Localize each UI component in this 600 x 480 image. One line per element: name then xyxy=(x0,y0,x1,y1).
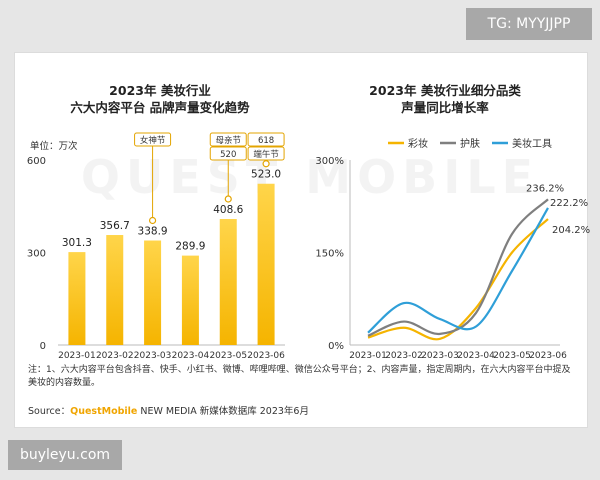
bar-x-tick-label: 2023-04 xyxy=(172,351,210,361)
bar-value-label: 301.3 xyxy=(62,237,92,249)
bar-chart-unit: 单位：万次 xyxy=(30,141,78,152)
bar xyxy=(144,240,162,345)
legend-label: 美妆工具 xyxy=(512,137,552,150)
line-chart-title-line-2: 声量同比增长率 xyxy=(401,100,489,115)
series-end-label: 204.2% xyxy=(552,225,590,236)
line-x-tick-label: 2023-01 xyxy=(349,351,387,361)
callout-label: 母亲节 xyxy=(215,135,241,146)
line-x-tick-label: 2023-06 xyxy=(529,351,567,361)
source-line: Source：QuestMobile NEW MEDIA 新媒体数据库 2023… xyxy=(28,403,309,417)
bar xyxy=(68,252,86,345)
callout-label: 端午节 xyxy=(253,149,279,160)
callout-dot xyxy=(224,195,232,203)
bar xyxy=(181,255,199,345)
series-line xyxy=(367,218,549,341)
line-chart-title: 2023年 美妆行业细分品类 声量同比增长率 xyxy=(320,82,570,116)
line-y-tick-label: 300% xyxy=(315,156,344,167)
legend-label: 护肤 xyxy=(460,137,480,150)
bar xyxy=(219,219,237,345)
callout-box xyxy=(209,132,247,147)
watermark-tg: TG: MYYJJPP xyxy=(466,8,592,40)
callout-box xyxy=(247,132,285,147)
line-x-tick-label: 2023-04 xyxy=(457,351,495,361)
watermark-site: buyleyu.com xyxy=(8,440,122,470)
series-line xyxy=(367,207,549,334)
bar-chart-title-line-2: 六大内容平台 品牌声量变化趋势 xyxy=(70,100,250,115)
bar-y-tick-label: 600 xyxy=(27,156,46,167)
bar-value-label: 289.9 xyxy=(175,241,205,253)
bar-y-tick-label: 300 xyxy=(27,249,46,260)
source-rest: NEW MEDIA 新媒体数据库 2023年6月 xyxy=(137,406,309,417)
bar xyxy=(257,183,275,345)
bar-value-label: 523.0 xyxy=(251,169,281,181)
source-prefix: Source： xyxy=(28,406,71,417)
bar-chart-title-line-1: 2023年 美妆行业 xyxy=(109,83,211,98)
callout-label: 520 xyxy=(220,150,236,160)
bar-value-label: 338.9 xyxy=(138,226,168,238)
line-x-tick-label: 2023-03 xyxy=(421,351,459,361)
callout-label: 女神节 xyxy=(140,135,166,146)
series-line xyxy=(367,198,549,337)
line-y-tick-label: 0% xyxy=(328,341,344,352)
callout-label: 618 xyxy=(258,136,274,146)
source-brand: QuestMobile xyxy=(70,406,138,417)
series-end-label: 236.2% xyxy=(526,183,564,194)
footnote: 注：1、六大内容平台包含抖音、快手、小红书、微博、哔哩哔哩、微信公众号平台；2、… xyxy=(28,365,571,388)
legend-label: 彩妆 xyxy=(408,137,428,150)
bar-x-tick-label: 2023-03 xyxy=(134,351,172,361)
line-x-tick-label: 2023-05 xyxy=(493,351,531,361)
callout-dot xyxy=(148,216,157,225)
line-chart-title-line-1: 2023年 美妆行业细分品类 xyxy=(369,83,521,98)
bar xyxy=(106,235,124,345)
bar-x-tick-label: 2023-05 xyxy=(209,351,247,361)
bar-chart-title: 2023年 美妆行业 六大内容平台 品牌声量变化趋势 xyxy=(40,82,280,116)
bar-x-tick-label: 2023-02 xyxy=(96,351,134,361)
bar-value-label: 408.6 xyxy=(213,204,243,216)
bar-value-label: 356.7 xyxy=(100,220,130,232)
callout-dot xyxy=(262,160,270,168)
line-y-tick-label: 150% xyxy=(315,249,344,260)
bar-x-tick-label: 2023-01 xyxy=(58,351,96,361)
line-x-tick-label: 2023-02 xyxy=(385,351,423,361)
series-end-label: 222.2% xyxy=(550,198,588,209)
bar-x-tick-label: 2023-06 xyxy=(247,351,285,361)
bar-y-tick-label: 0 xyxy=(40,341,46,352)
